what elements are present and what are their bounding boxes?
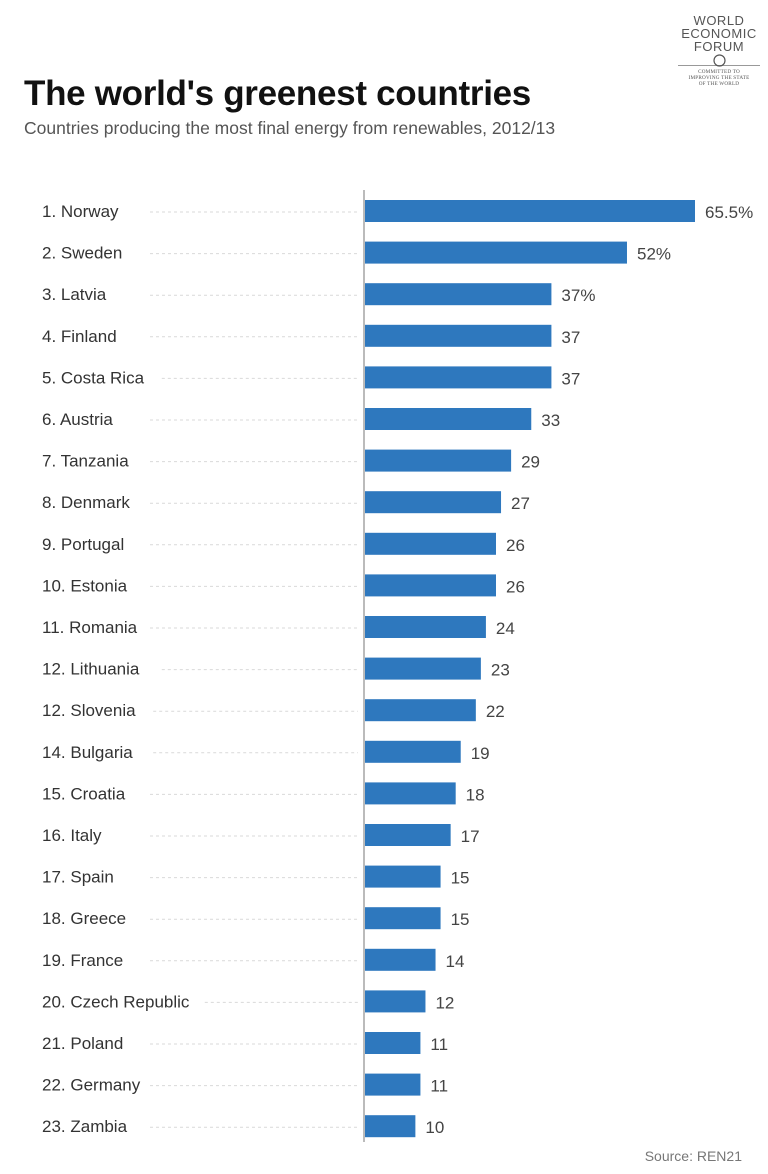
category-label: 12. Lithuania (42, 660, 140, 679)
logo-tagline-2: IMPROVING THE STATE (688, 75, 750, 81)
value-label: 26 (506, 577, 525, 596)
wef-logo: WORLD ECONOMIC FORUM COMMITTED TO IMPROV… (676, 14, 762, 87)
category-label: 23. Zambia (42, 1117, 128, 1136)
bar (365, 824, 451, 846)
value-label: 33 (541, 411, 560, 430)
value-label: 37 (561, 328, 580, 347)
bar (365, 865, 441, 888)
bar (365, 1115, 416, 1138)
category-label: 22. Germany (42, 1076, 141, 1095)
bar (365, 241, 627, 264)
category-label: 6. Austria (42, 410, 113, 429)
bar (365, 740, 461, 763)
bar (365, 1073, 421, 1096)
category-label: 5. Costa Rica (42, 368, 145, 387)
category-label: 7. Tanzania (42, 452, 129, 471)
logo-line-3: FORUM (693, 39, 745, 54)
chart-title: The world's greenest countries (24, 74, 531, 113)
category-label: 3. Latvia (42, 285, 107, 304)
category-label: 20. Czech Republic (42, 992, 190, 1011)
logo-line-2: ECONOMIC (681, 26, 757, 41)
value-label: 24 (496, 619, 515, 638)
bar (365, 449, 512, 472)
category-label: 19. France (42, 951, 123, 970)
logo-line-1: WORLD (693, 13, 745, 28)
category-label: 12. Slovenia (42, 701, 136, 720)
bar (365, 408, 532, 430)
value-label: 18 (466, 785, 485, 804)
bar (365, 200, 695, 222)
category-label: 4. Finland (42, 327, 117, 346)
bar (365, 574, 496, 597)
value-label: 15 (451, 910, 470, 929)
category-label: 10. Estonia (42, 576, 128, 595)
bar (365, 616, 486, 638)
bar (365, 283, 552, 306)
value-label: 15 (451, 869, 470, 888)
category-label: 11. Romania (42, 618, 138, 637)
value-label: 11 (430, 1035, 448, 1054)
value-label: 65.5% (705, 203, 753, 222)
bar (365, 699, 476, 722)
value-label: 19 (471, 744, 490, 763)
value-label: 37 (561, 369, 580, 388)
value-label: 17 (461, 827, 480, 846)
category-label: 1. Norway (42, 202, 119, 221)
category-label: 9. Portugal (42, 535, 124, 554)
value-label: 11 (430, 1077, 448, 1096)
value-label: 23 (491, 661, 510, 680)
value-label: 29 (521, 453, 540, 472)
category-label: 18. Greece (42, 909, 126, 928)
bar (365, 491, 502, 514)
category-label: 17. Spain (42, 868, 114, 887)
value-label: 14 (446, 952, 465, 971)
bar (365, 1032, 421, 1054)
value-label: 22 (486, 702, 505, 721)
bar (365, 782, 456, 805)
logo-tagline-3: OF THE WORLD (698, 81, 740, 87)
chart-subtitle: Countries producing the most final energ… (24, 118, 556, 138)
value-label: 10 (425, 1118, 444, 1137)
bar (365, 990, 426, 1013)
source-note: Source: REN21 (644, 1148, 742, 1164)
logo-tagline-1: COMMITTED TO (698, 69, 740, 75)
globe-icon (713, 54, 726, 67)
bar (365, 657, 481, 680)
bar (365, 324, 552, 347)
value-label: 12 (435, 993, 454, 1012)
category-label: 8. Denmark (42, 493, 130, 512)
bar (365, 532, 496, 555)
category-label: 16. Italy (42, 826, 102, 845)
bar (365, 948, 436, 971)
value-label: 52% (637, 245, 671, 264)
value-label: 26 (506, 536, 525, 555)
category-label: 15. Croatia (42, 784, 126, 803)
bar (365, 907, 441, 930)
category-label: 14. Bulgaria (42, 743, 133, 762)
category-label: 2. Sweden (42, 244, 122, 263)
bar (365, 366, 552, 389)
value-label: 27 (511, 494, 530, 513)
category-label: 21. Poland (42, 1034, 123, 1053)
value-label: 37% (561, 286, 595, 305)
